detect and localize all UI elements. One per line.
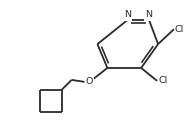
- Text: O: O: [86, 77, 93, 86]
- Text: Cl: Cl: [158, 76, 167, 85]
- Text: N: N: [146, 10, 153, 19]
- Text: Cl: Cl: [175, 25, 184, 34]
- Text: N: N: [124, 10, 131, 19]
